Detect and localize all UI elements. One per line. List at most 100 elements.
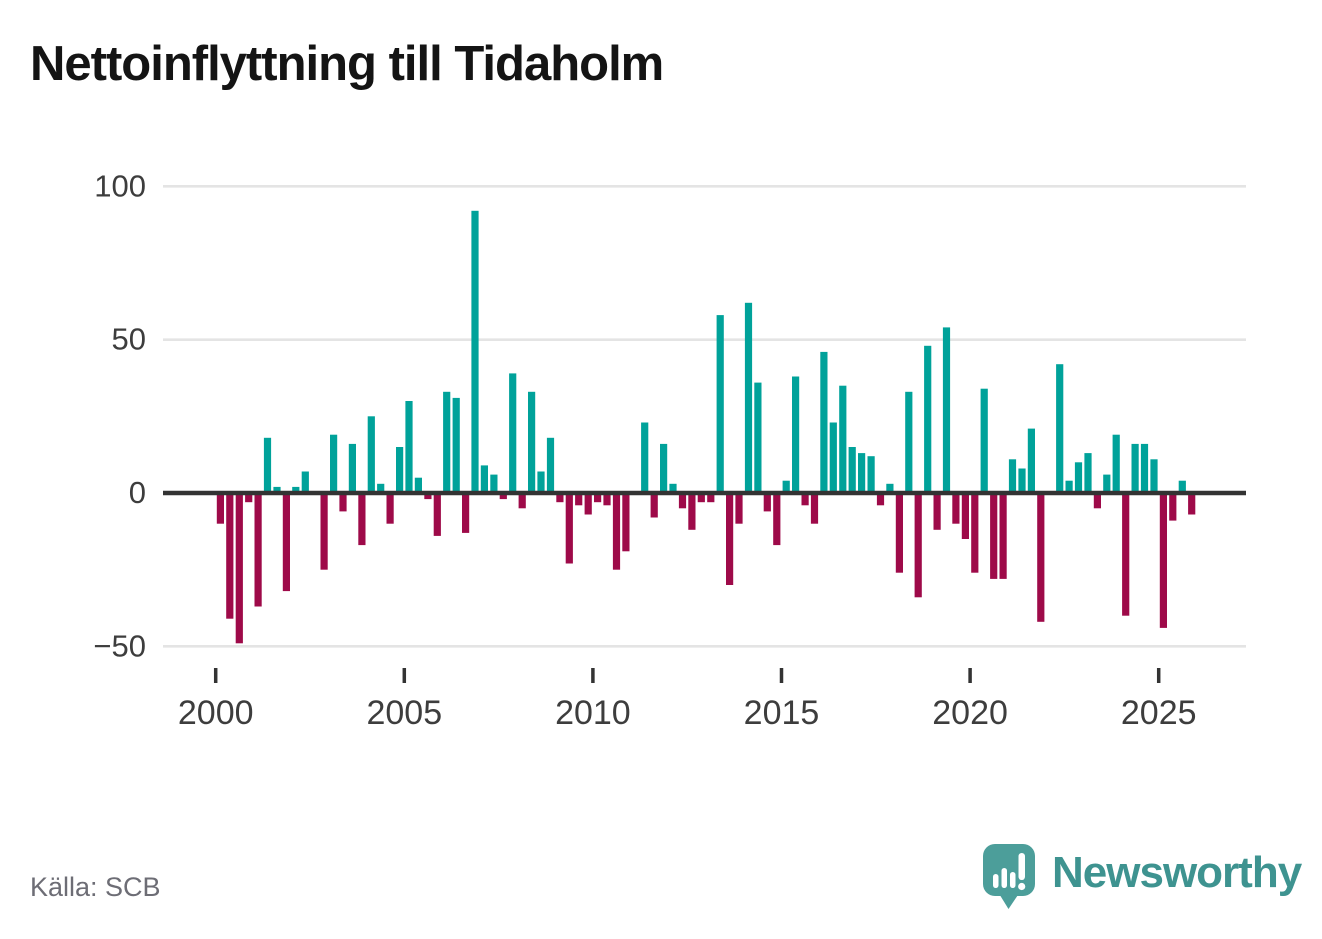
source-label: Källa: SCB <box>30 872 161 902</box>
bar-2025-q1 <box>1159 493 1167 628</box>
bar-2013-q1 <box>707 493 715 503</box>
x-axis-label-2010: 2010 <box>555 694 631 732</box>
bar-2018-q3 <box>914 493 922 598</box>
newsworthy-logo: Newsworthy <box>980 842 1302 918</box>
bar-2024-q1 <box>1122 493 1130 616</box>
bar-2012-q1 <box>669 483 677 493</box>
chart-title: Nettoinflyttning till Tidaholm <box>30 37 664 91</box>
bar-2005-q1 <box>405 401 413 493</box>
bar-2021-q1 <box>1008 459 1017 493</box>
bar-2014-q2 <box>754 382 762 493</box>
x-axis-label-2005: 2005 <box>366 694 442 732</box>
bar-2001-q1 <box>254 493 262 607</box>
bar-2001-q4 <box>282 493 290 592</box>
newsworthy-logo-text: Newsworthy <box>1052 848 1302 897</box>
bar-2019-q4 <box>961 493 969 539</box>
bar-2023-q3 <box>1103 474 1111 493</box>
bar-2010-q4 <box>622 493 630 552</box>
bar-2004-q1 <box>367 416 375 493</box>
bar-2025-q3 <box>1178 480 1186 493</box>
y-axis-label-0: 0 <box>129 475 146 510</box>
bar-2003-q3 <box>348 443 356 493</box>
bar-2020-q4 <box>999 493 1007 579</box>
bar-2010-q2 <box>603 493 611 506</box>
bar-2006-q1 <box>443 391 451 493</box>
bar-2018-q2 <box>905 391 913 493</box>
bar-2021-q3 <box>1027 428 1035 493</box>
bar-2009-q2 <box>565 493 573 564</box>
bar-2013-q3 <box>726 493 734 585</box>
bar-2019-q2 <box>942 327 951 493</box>
bar-2008-q2 <box>528 391 536 493</box>
bar-2001-q2 <box>263 437 272 493</box>
bar-2009-q4 <box>584 493 592 515</box>
bar-2003-q2 <box>339 493 347 512</box>
bar-2023-q4 <box>1112 434 1120 493</box>
x-axis-label-2000: 2000 <box>178 694 254 732</box>
bar-2015-q4 <box>810 493 819 524</box>
bar-2021-q2 <box>1018 468 1026 493</box>
bar-2010-q3 <box>612 493 621 570</box>
bar-2002-q1 <box>292 486 300 493</box>
bar-2020-q1 <box>971 493 979 573</box>
bar-2006-q4 <box>471 210 479 494</box>
bar-2016-q2 <box>829 422 837 493</box>
bar-2012-q4 <box>697 493 705 503</box>
bar-2024-q3 <box>1140 443 1149 493</box>
bar-2015-q1 <box>782 480 790 493</box>
bar-2022-q3 <box>1065 480 1073 493</box>
bar-2015-q3 <box>801 493 809 506</box>
bar-2011-q2 <box>641 422 649 493</box>
bar-2024-q4 <box>1150 459 1158 493</box>
bar-2025-q2 <box>1169 493 1177 521</box>
bar-2000-q3 <box>235 493 243 644</box>
bar-2005-q3 <box>424 493 432 500</box>
bar-2009-q3 <box>575 493 583 506</box>
bar-2004-q2 <box>377 483 385 493</box>
bar-2011-q4 <box>660 443 668 493</box>
bar-2016-q4 <box>848 447 856 493</box>
bar-2007-q3 <box>499 493 507 500</box>
bar-2005-q4 <box>433 493 441 536</box>
bar-2002-q2 <box>301 471 309 493</box>
bar-2011-q3 <box>650 493 658 518</box>
bar-2017-q2 <box>867 456 875 493</box>
y-axis-label-50: 50 <box>112 322 146 357</box>
bar-2008-q4 <box>546 437 555 493</box>
bar-2014-q1 <box>744 302 753 493</box>
bar-2017-q4 <box>886 483 894 493</box>
bar-2017-q3 <box>876 493 885 506</box>
bar-2013-q4 <box>735 493 743 524</box>
bar-2006-q2 <box>452 397 460 493</box>
bar-2003-q1 <box>330 434 338 493</box>
bar-2007-q1 <box>480 465 488 493</box>
bar-2020-q2 <box>980 388 988 493</box>
bar-2013-q2 <box>716 315 724 493</box>
bar-2025-q4 <box>1188 493 1196 515</box>
bar-2018-q4 <box>924 345 932 493</box>
bar-2024-q2 <box>1131 443 1139 493</box>
bar-2006-q3 <box>462 493 470 533</box>
bar-2018-q1 <box>895 493 903 573</box>
bar-2022-q2 <box>1056 364 1064 493</box>
bar-2007-q2 <box>490 474 498 493</box>
bar-2022-q4 <box>1074 462 1083 493</box>
bar-2010-q1 <box>594 493 602 503</box>
bar-2012-q2 <box>678 493 687 509</box>
x-axis-label-2020: 2020 <box>932 694 1008 732</box>
bar-2000-q2 <box>226 493 234 619</box>
bar-2016-q1 <box>820 351 828 493</box>
x-axis-label-2025: 2025 <box>1121 694 1197 732</box>
bar-2001-q3 <box>273 486 281 493</box>
bar-2019-q3 <box>952 493 960 524</box>
bar-2005-q2 <box>414 477 422 493</box>
bar-2012-q3 <box>688 493 696 530</box>
bar-2004-q4 <box>396 447 404 493</box>
bar-2014-q4 <box>773 493 781 546</box>
y-axis-label-100: 100 <box>94 168 146 203</box>
x-axis-label-2015: 2015 <box>744 694 820 732</box>
newsworthy-logo-icon <box>983 844 1035 909</box>
bar-2008-q1 <box>518 493 526 509</box>
